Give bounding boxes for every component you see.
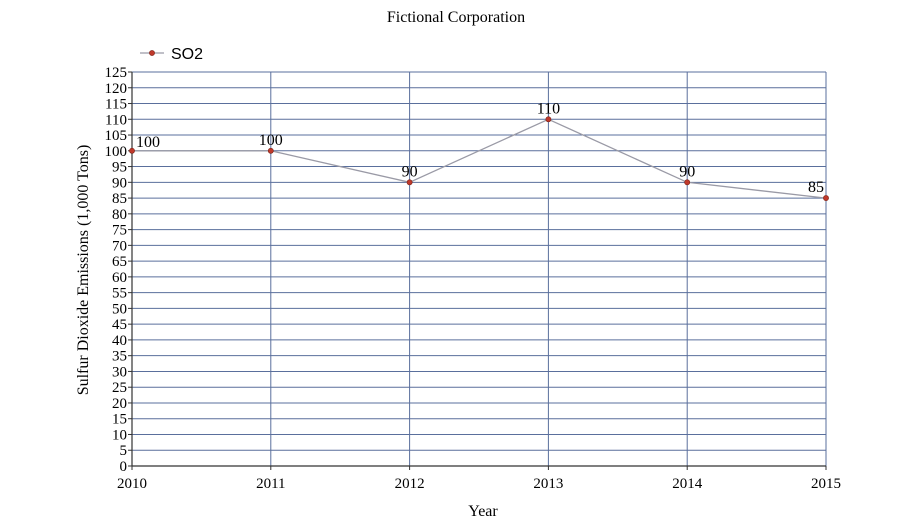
data-label: 85 bbox=[808, 179, 824, 196]
y-tick-label: 70 bbox=[112, 238, 127, 254]
y-tick-label: 110 bbox=[105, 112, 127, 128]
y-tick-label: 5 bbox=[120, 443, 128, 459]
y-tick-label: 10 bbox=[112, 427, 127, 443]
x-tick-label: 2011 bbox=[256, 476, 285, 492]
data-label: 90 bbox=[679, 163, 695, 180]
y-tick-label: 125 bbox=[105, 65, 128, 81]
legend-marker-swatch bbox=[149, 50, 155, 56]
series-line-so2 bbox=[132, 118, 827, 199]
data-point bbox=[823, 195, 829, 201]
x-tick-label: 2013 bbox=[533, 476, 563, 492]
data-label: 100 bbox=[136, 134, 160, 151]
data-label: 100 bbox=[259, 132, 283, 149]
y-tick-label: 65 bbox=[112, 254, 127, 270]
x-tick-label: 2014 bbox=[672, 476, 703, 492]
legend-label-so2: SO2 bbox=[171, 46, 203, 63]
y-tick-label: 0 bbox=[120, 459, 128, 475]
y-tick-label: 35 bbox=[112, 349, 127, 365]
chart-title: Fictional Corporation bbox=[387, 9, 525, 26]
y-tick-label: 95 bbox=[112, 160, 127, 176]
data-label: 90 bbox=[402, 163, 418, 180]
x-axis-label: Year bbox=[468, 503, 498, 520]
y-tick-label: 120 bbox=[105, 81, 128, 97]
grid bbox=[132, 71, 827, 466]
y-tick-label: 30 bbox=[112, 364, 127, 380]
x-tick-label: 2010 bbox=[117, 476, 147, 492]
y-tick-label: 45 bbox=[112, 317, 127, 333]
data-point bbox=[545, 116, 552, 123]
y-tick-label: 105 bbox=[105, 128, 128, 144]
y-tick-label: 100 bbox=[105, 144, 128, 160]
y-tick-label: 115 bbox=[105, 97, 127, 113]
y-axis-label: Sulfur Dioxide Emissions (1,000 Tons) bbox=[75, 145, 92, 396]
axes bbox=[128, 71, 827, 470]
y-tick-label: 40 bbox=[112, 333, 127, 349]
y-tick-label: 90 bbox=[112, 175, 127, 191]
x-tick-labels: 2010 2011 2012 2013 2014 2015 bbox=[117, 476, 841, 492]
y-tick-label: 75 bbox=[112, 223, 127, 239]
y-tick-label: 50 bbox=[112, 301, 127, 317]
y-tick-label: 80 bbox=[112, 207, 127, 223]
y-tick-labels: 0510152025303540455055606570758085909510… bbox=[105, 65, 128, 475]
data-point bbox=[406, 179, 413, 186]
data-labels: 100 100 90 110 90 85 bbox=[136, 100, 824, 196]
series-so2 bbox=[129, 116, 829, 201]
y-tick-label: 25 bbox=[112, 380, 127, 396]
y-tick-label: 55 bbox=[112, 286, 127, 302]
y-tick-label: 85 bbox=[112, 191, 127, 207]
y-tick-label: 60 bbox=[112, 270, 127, 286]
data-point bbox=[129, 147, 135, 154]
data-label: 110 bbox=[537, 100, 560, 117]
x-tick-label: 2015 bbox=[811, 476, 841, 492]
y-tick-label: 20 bbox=[112, 396, 127, 412]
data-point bbox=[684, 179, 691, 186]
legend: SO2 bbox=[140, 46, 203, 63]
y-tick-label: 15 bbox=[112, 412, 127, 428]
x-tick-label: 2012 bbox=[395, 476, 425, 492]
data-point bbox=[267, 147, 274, 154]
